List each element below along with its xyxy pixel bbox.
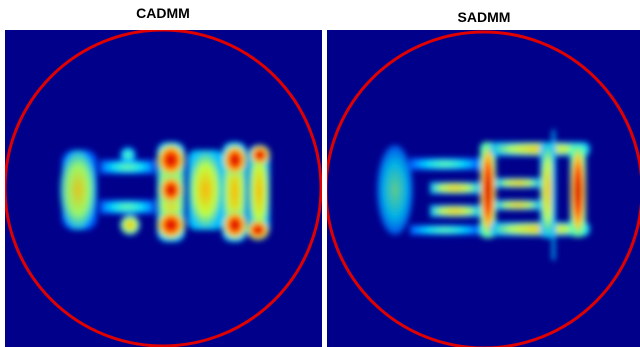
panel-title: SADMM	[458, 9, 511, 25]
page: CADMM SADMM	[0, 0, 640, 347]
right-image	[326, 30, 640, 347]
figure: CADMM SADMM	[0, 0, 640, 347]
left-image	[5, 30, 322, 347]
panel-title: CADMM	[136, 5, 190, 21]
